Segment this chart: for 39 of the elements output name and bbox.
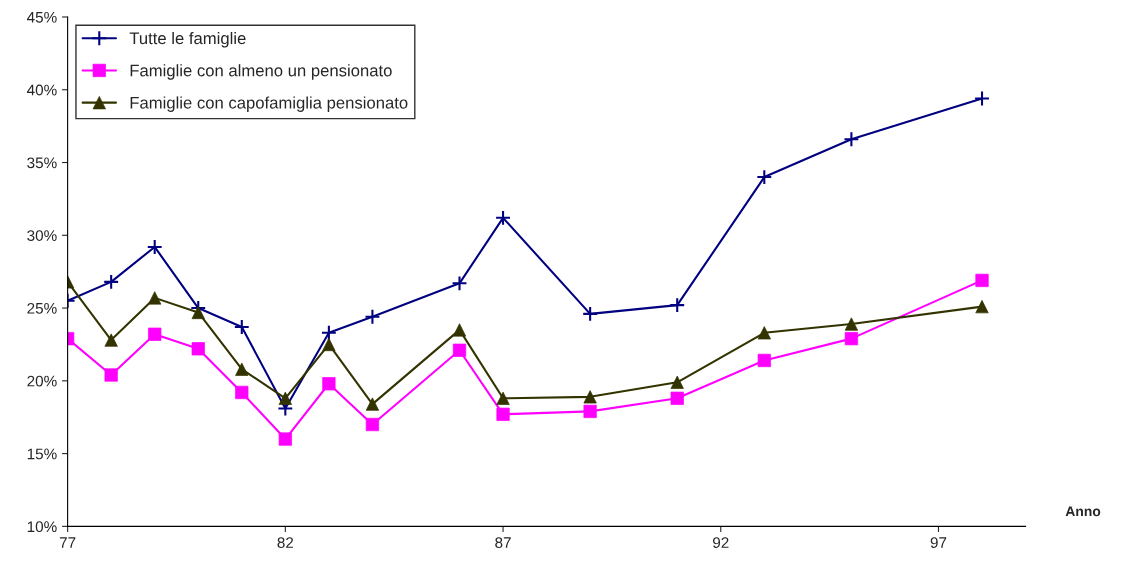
point bbox=[495, 209, 512, 226]
x-tick-label: 92 bbox=[712, 537, 729, 549]
point bbox=[103, 273, 120, 290]
point bbox=[235, 385, 249, 400]
point bbox=[975, 300, 989, 314]
y-tick-label: 30% bbox=[27, 230, 57, 241]
y-tick-label: 40% bbox=[26, 84, 57, 96]
point bbox=[322, 377, 336, 391]
y-tick-label: 20% bbox=[27, 375, 57, 387]
point bbox=[451, 275, 468, 292]
x-tick-label: 82 bbox=[277, 537, 294, 549]
x-tick-label: 87 bbox=[495, 537, 511, 549]
point bbox=[757, 353, 771, 368]
point bbox=[146, 238, 163, 255]
point bbox=[278, 391, 292, 405]
point bbox=[364, 308, 381, 325]
x-axis-title: Anno bbox=[1065, 506, 1101, 517]
legend-label: Famiglie con almeno un pensionato bbox=[130, 64, 392, 80]
point bbox=[669, 297, 686, 314]
y-tick-label: 10% bbox=[27, 521, 57, 533]
point bbox=[233, 319, 250, 335]
y-tick-label: 45% bbox=[26, 11, 57, 23]
legend-label: Tutte le famiglie bbox=[129, 31, 246, 48]
point bbox=[756, 169, 773, 186]
y-tick-label: 35% bbox=[27, 157, 57, 169]
point bbox=[844, 332, 858, 346]
point bbox=[582, 305, 599, 322]
legend-label: Famiglie con capofamiglia pensionato bbox=[130, 96, 408, 112]
x-tick-label: 97 bbox=[930, 537, 947, 549]
x-tick-label: 77 bbox=[59, 537, 76, 548]
point bbox=[670, 375, 684, 389]
point bbox=[320, 324, 337, 341]
point bbox=[974, 90, 991, 107]
y-tick-label: 15% bbox=[27, 448, 57, 460]
y-tick-label: 25% bbox=[27, 302, 57, 314]
point bbox=[496, 391, 510, 405]
point bbox=[278, 432, 292, 446]
point bbox=[365, 417, 380, 432]
point bbox=[843, 131, 860, 148]
